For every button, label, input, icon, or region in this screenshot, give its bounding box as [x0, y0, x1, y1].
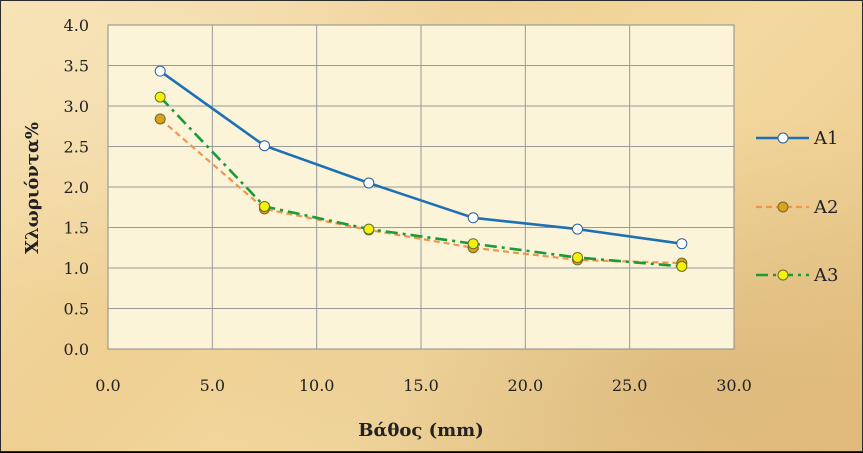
legend-swatch-marker — [777, 201, 789, 213]
data-point — [154, 113, 166, 125]
x-tick-label: 0.0 — [95, 376, 120, 395]
data-point — [572, 251, 583, 263]
x-axis-ticks: 0.0 5.0 10.0 15.0 20.0 25.0 30.0 — [95, 376, 752, 395]
y-axis-ticks: 0.0 0.5 1.0 1.5 2.0 2.5 3.0 3.5 4.0 — [64, 16, 89, 359]
data-point — [259, 140, 270, 152]
grid — [108, 25, 734, 349]
y-tick-label: 3.5 — [64, 57, 89, 76]
legend-swatch-marker — [777, 132, 789, 144]
y-tick-label: 4.0 — [64, 16, 89, 35]
x-tick-label: 15.0 — [403, 376, 439, 395]
x-tick-label: 20.0 — [508, 376, 544, 395]
legend-item-a1: A1 — [756, 128, 838, 149]
data-point — [259, 200, 270, 212]
x-tick-label: 30.0 — [716, 376, 752, 395]
x-axis-title: Βάθος (mm) — [358, 420, 483, 441]
series-line-a2 — [159, 118, 682, 265]
y-axis-title: Χλωριόντα% — [22, 122, 43, 254]
x-tick-label: 10.0 — [299, 376, 335, 395]
series-a3 — [154, 91, 688, 272]
y-tick-label: 2.0 — [64, 178, 89, 197]
y-tick-label: 3.0 — [64, 97, 89, 116]
series-a1 — [154, 65, 688, 250]
series-line-a1 — [159, 70, 682, 245]
x-tick-label: 25.0 — [612, 376, 648, 395]
data-point — [572, 223, 583, 235]
data-point — [363, 223, 375, 235]
y-tick-label: 0.0 — [64, 340, 89, 359]
legend-label: A1 — [813, 128, 838, 149]
series-layer — [154, 65, 688, 272]
data-point — [676, 238, 688, 250]
data-point — [467, 238, 479, 250]
y-tick-label: 0.5 — [64, 300, 89, 319]
y-tick-label: 1.0 — [64, 259, 89, 278]
legend: A1 A2 A3 — [756, 128, 838, 286]
data-point — [676, 260, 688, 272]
y-tick-label: 1.5 — [64, 219, 89, 238]
data-point — [154, 65, 166, 77]
legend-label: A2 — [813, 197, 838, 218]
data-point — [154, 91, 166, 103]
legend-label: A3 — [813, 265, 838, 286]
legend-swatch-marker — [777, 269, 789, 281]
x-tick-label: 5.0 — [200, 376, 225, 395]
legend-item-a2: A2 — [756, 197, 838, 218]
legend-item-a3: A3 — [756, 265, 838, 286]
data-point — [467, 212, 479, 224]
series-line-a3 — [159, 96, 682, 268]
y-tick-label: 2.5 — [64, 138, 89, 157]
data-point — [363, 177, 375, 189]
